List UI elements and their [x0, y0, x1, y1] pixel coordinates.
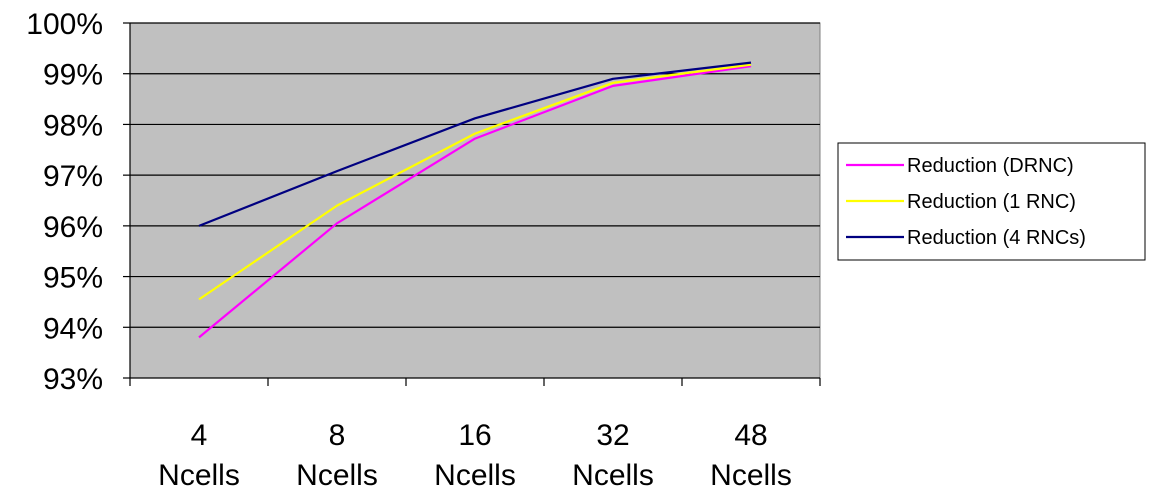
legend-label: Reduction (4 RNCs) — [907, 227, 1086, 249]
y-tick-label: 94% — [43, 312, 103, 345]
x-tick-label-line: Ncells — [434, 459, 516, 492]
x-tick-label: 4 Ncells — [158, 419, 240, 492]
x-tick-label-line: 32 — [596, 419, 629, 452]
y-tick-label: 99% — [43, 59, 103, 92]
legend-label: Reduction (1 RNC) — [907, 191, 1076, 213]
x-tick-label-line: 48 — [734, 419, 767, 452]
legend-label: Reduction (DRNC) — [907, 155, 1074, 177]
y-tick-label: 95% — [43, 262, 103, 295]
x-tick-label-line: Ncells — [710, 459, 792, 492]
series-line-1 — [198, 65, 752, 339]
x-tick-label-line: Ncells — [158, 459, 240, 492]
x-tick-labels: 4 Ncells 8 Ncells 16 Ncells 32 Ncells 48 Ncells — [129, 378, 821, 492]
x-tick-label: 8 Ncells — [296, 419, 378, 492]
y-tick-label: 100% — [26, 8, 103, 41]
x-tick-label-line: 4 — [191, 419, 208, 452]
x-tick-label-line: Ncells — [296, 459, 378, 492]
y-tick-label: 97% — [43, 160, 103, 193]
y-tick-label: 98% — [43, 109, 103, 142]
y-tick-label: 93% — [43, 363, 103, 396]
y-tick-labels: 93% 94% 95% 96% 97% 98% 99% 100% — [26, 8, 103, 396]
x-tick-label: 48 Ncells — [710, 419, 792, 492]
x-tick-label-line: 16 — [458, 419, 491, 452]
x-tick-label-line: Ncells — [572, 459, 654, 492]
series-line-2 — [198, 63, 752, 301]
x-tick-label: 32 Ncells — [572, 419, 654, 492]
series-line-3 — [198, 61, 752, 227]
axes — [129, 23, 820, 379]
series-lines — [198, 61, 752, 339]
gridlines — [123, 22, 820, 379]
x-tick-label-line: 8 — [329, 419, 346, 452]
plot-area — [129, 22, 821, 379]
y-tick-label: 96% — [43, 211, 103, 244]
legend: Reduction (DRNC) Reduction (1 RNC) Reducti… — [837, 142, 1146, 261]
x-tick-label: 16 Ncells — [434, 419, 516, 492]
